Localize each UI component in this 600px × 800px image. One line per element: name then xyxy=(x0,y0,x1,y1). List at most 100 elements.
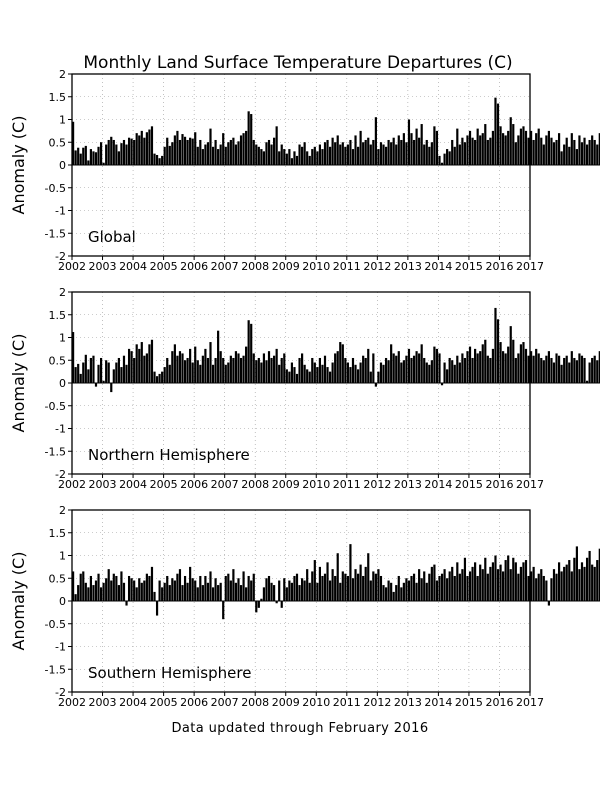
bar xyxy=(568,362,571,383)
bar xyxy=(257,357,260,383)
bar xyxy=(552,142,556,165)
bar xyxy=(135,133,138,165)
bar xyxy=(428,146,431,165)
bar xyxy=(242,133,245,165)
bar xyxy=(484,339,487,383)
bar xyxy=(117,151,120,165)
bar xyxy=(227,362,230,383)
bar xyxy=(224,575,227,601)
bar xyxy=(565,355,568,383)
bar xyxy=(153,591,156,601)
bar xyxy=(326,139,329,165)
x-tick-label: 2012 xyxy=(363,260,391,273)
bar xyxy=(489,357,492,383)
bar xyxy=(173,135,176,165)
x-tick-label: 2004 xyxy=(119,478,147,491)
bar xyxy=(94,580,98,601)
bar xyxy=(115,362,118,383)
bar xyxy=(339,342,342,383)
bar xyxy=(298,585,301,601)
bar xyxy=(278,364,281,383)
bar xyxy=(474,139,477,165)
bar xyxy=(166,575,169,601)
x-tick-label: 2009 xyxy=(272,478,300,491)
bar xyxy=(178,351,182,383)
x-tick-label: 2009 xyxy=(272,260,300,273)
bar xyxy=(387,139,390,165)
bar xyxy=(280,601,283,608)
y-tick-label: 0 xyxy=(59,159,66,172)
bar xyxy=(565,564,568,601)
bar xyxy=(491,130,495,166)
bar xyxy=(181,585,184,601)
bar xyxy=(89,575,92,601)
bar xyxy=(596,360,599,383)
bar xyxy=(504,135,507,165)
bar xyxy=(201,149,204,165)
bar xyxy=(285,587,288,601)
bar xyxy=(316,151,319,165)
bar xyxy=(275,126,278,165)
y-tick-label: -0.5 xyxy=(45,618,66,631)
bar xyxy=(453,146,456,165)
bar xyxy=(252,353,255,383)
x-tick-label: 2012 xyxy=(363,478,391,491)
bar xyxy=(400,587,403,601)
bar xyxy=(392,353,395,383)
bar xyxy=(494,555,497,601)
bar xyxy=(199,364,202,383)
y-axis-label: Anomaly (C) xyxy=(9,116,28,215)
bar xyxy=(486,139,489,165)
y-tick-label: -2 xyxy=(55,468,66,481)
bar xyxy=(535,348,538,384)
y-tick-label: 0.5 xyxy=(49,572,67,585)
bar xyxy=(377,569,380,601)
bar xyxy=(537,353,540,383)
bar xyxy=(84,145,87,165)
x-tick-label: 2002 xyxy=(58,260,86,273)
bar xyxy=(351,578,355,601)
bar xyxy=(468,346,472,383)
bar xyxy=(509,117,512,165)
bar xyxy=(440,162,444,165)
y-tick-label: 2 xyxy=(59,286,66,299)
bar xyxy=(112,139,115,165)
bar xyxy=(580,562,584,601)
bar xyxy=(176,355,179,383)
bar xyxy=(79,153,82,166)
bar xyxy=(499,342,502,383)
bar xyxy=(420,578,423,601)
bar xyxy=(105,578,108,601)
x-tick-label: 2010 xyxy=(302,260,330,273)
bar xyxy=(211,587,215,601)
bar xyxy=(211,146,215,165)
x-tick-label: 2003 xyxy=(89,478,117,491)
x-tick-label: 2015 xyxy=(455,478,483,491)
bar xyxy=(323,142,327,165)
bar xyxy=(102,380,105,383)
bar xyxy=(163,582,166,601)
bar xyxy=(438,353,441,383)
bar xyxy=(346,575,349,601)
bar xyxy=(87,369,90,383)
bar xyxy=(504,353,507,383)
bar xyxy=(407,119,411,165)
bar xyxy=(166,137,169,165)
bar xyxy=(217,149,220,165)
bar xyxy=(540,357,543,383)
bar xyxy=(186,582,189,601)
x-tick-label: 2017 xyxy=(516,696,544,709)
bar xyxy=(479,351,482,383)
bar xyxy=(387,580,390,601)
bar xyxy=(133,580,136,601)
bar xyxy=(374,383,377,387)
y-tick-label: -0.5 xyxy=(45,182,66,195)
bar xyxy=(168,364,171,383)
y-tick-label: 1.5 xyxy=(49,91,67,104)
bar xyxy=(280,357,283,383)
bar xyxy=(598,548,600,601)
bar xyxy=(430,566,433,602)
x-tick-label: 2014 xyxy=(424,696,452,709)
bar xyxy=(148,344,151,383)
bar xyxy=(270,357,273,383)
